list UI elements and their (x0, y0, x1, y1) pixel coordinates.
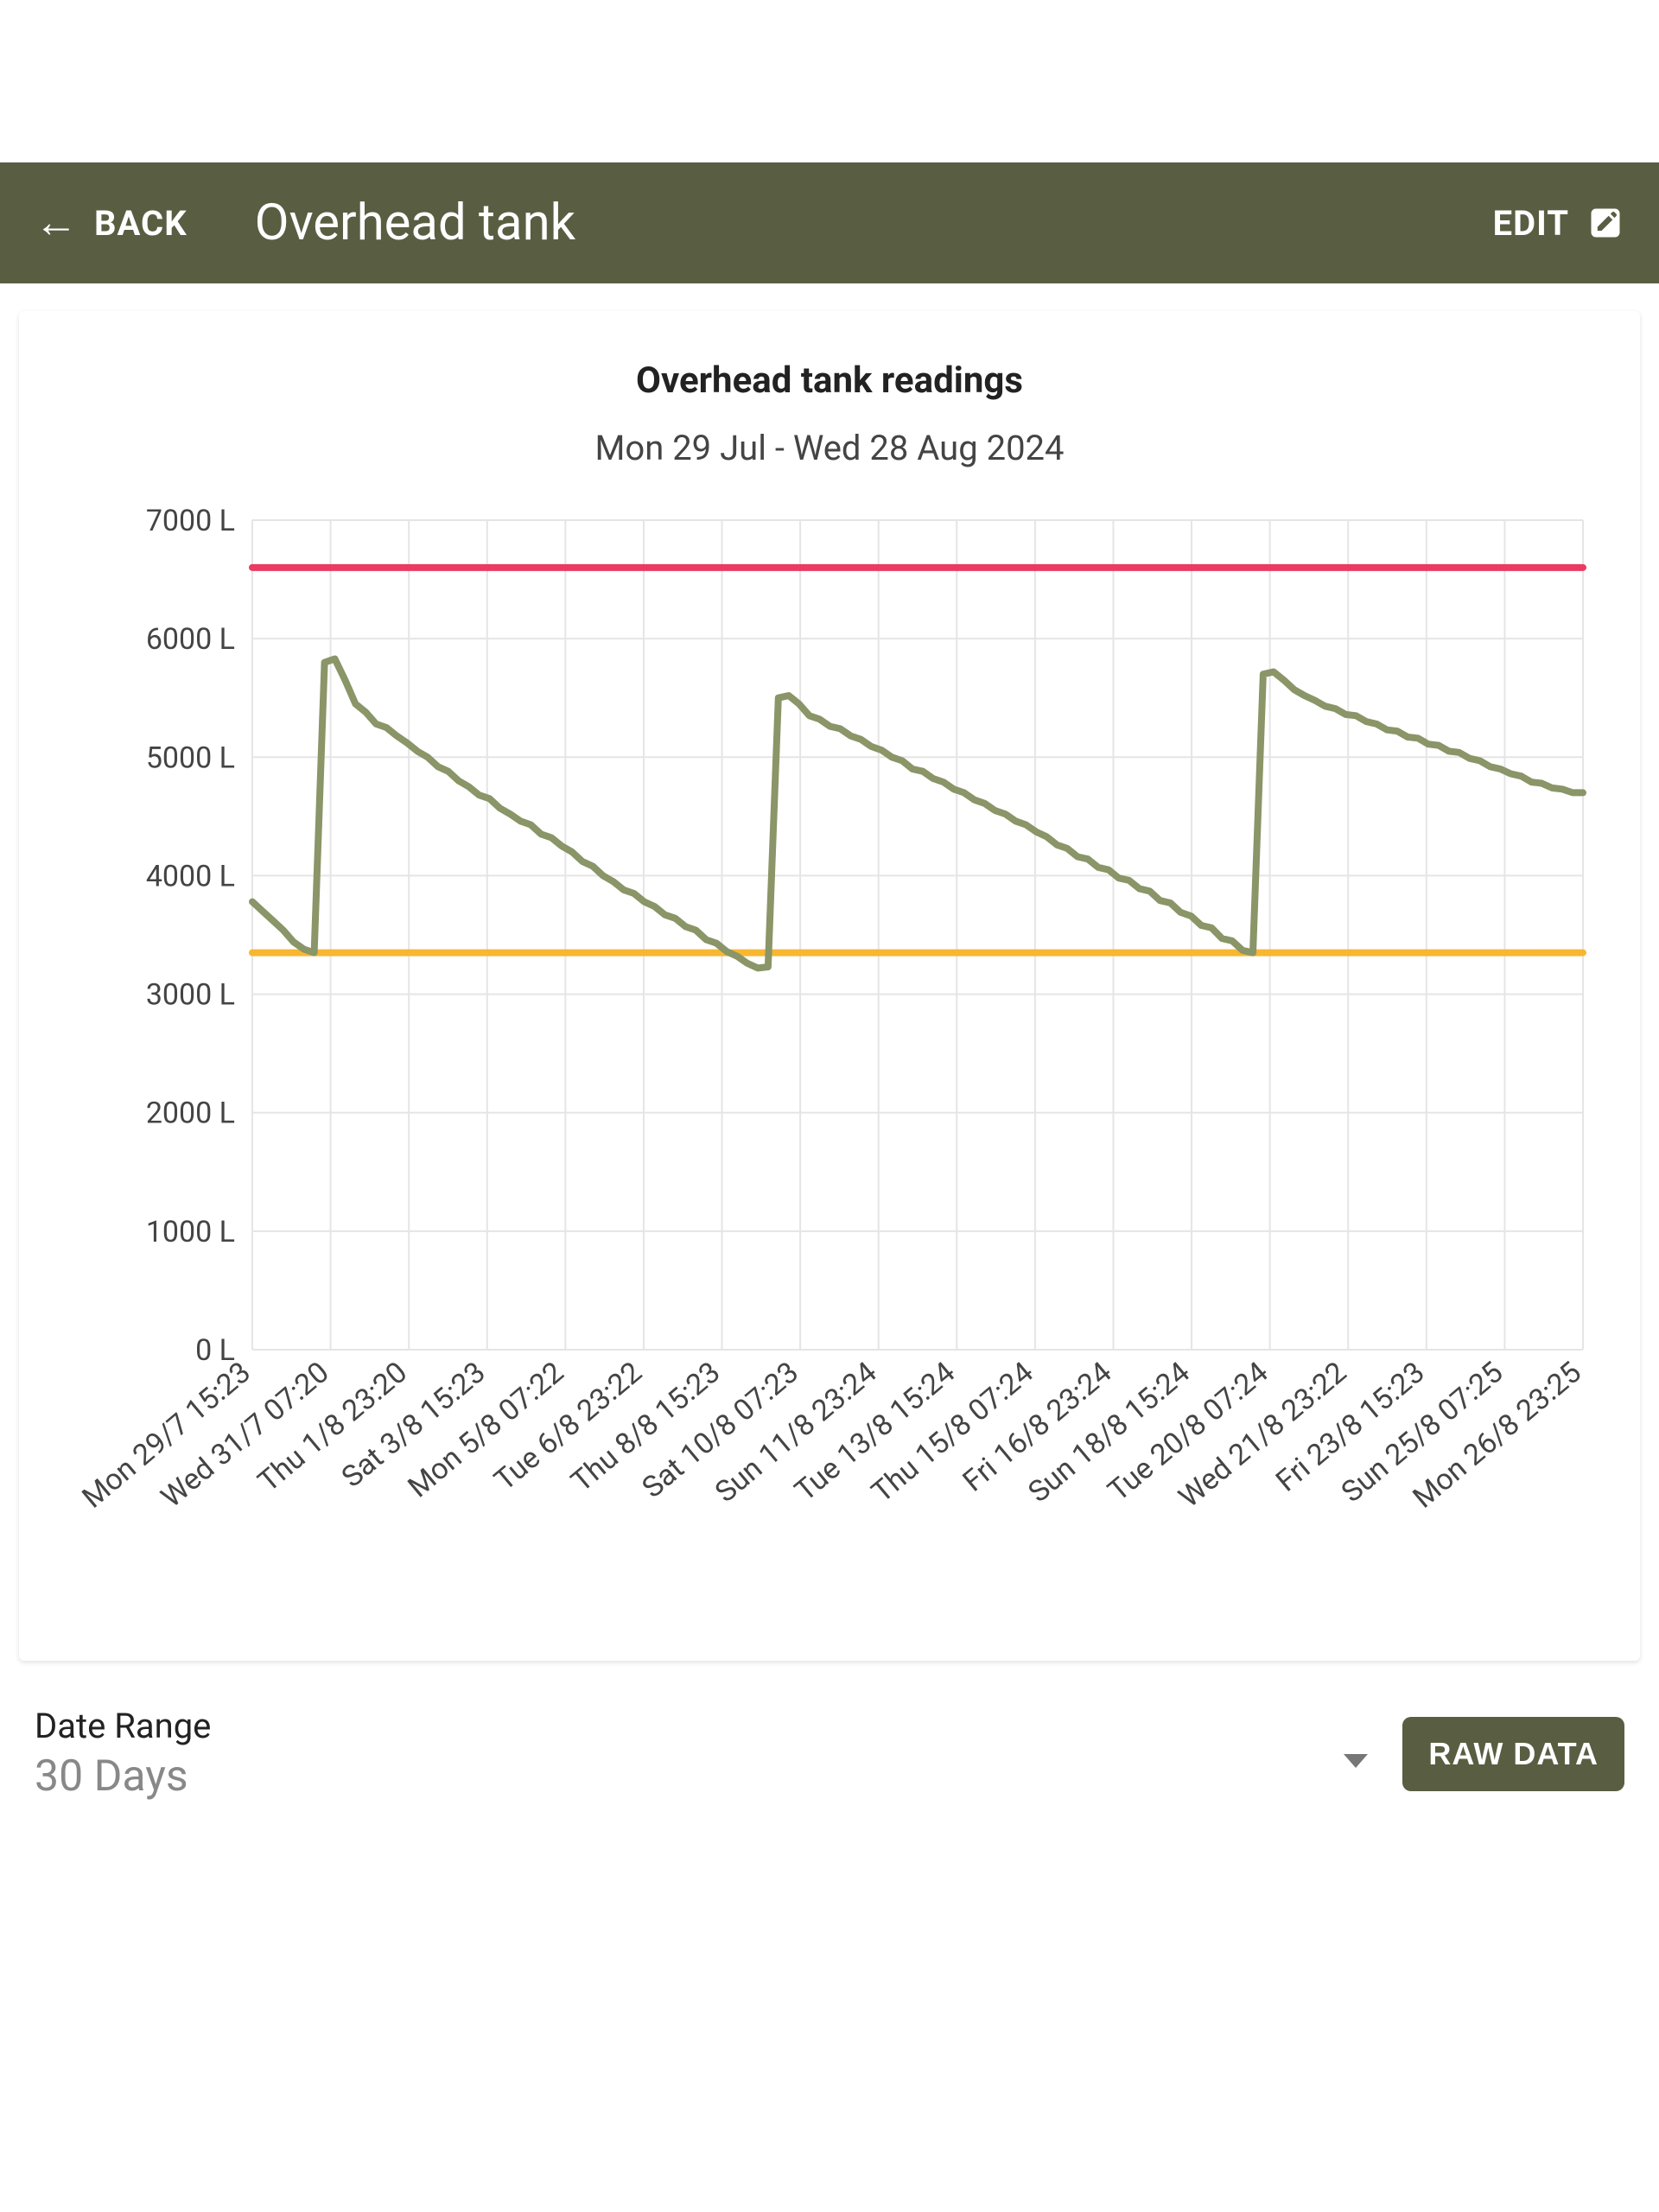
arrow-left-icon: ← (35, 201, 79, 245)
edit-label: EDIT (1493, 203, 1569, 244)
svg-text:3000 L: 3000 L (146, 978, 235, 1013)
chart-title: Overhead tank readings (54, 359, 1605, 402)
app-header: ← BACK Overhead tank EDIT (0, 162, 1659, 283)
svg-text:4000 L: 4000 L (146, 859, 235, 893)
back-label: BACK (94, 203, 188, 244)
date-range-dropdown[interactable]: Date Range 30 Days (35, 1706, 1376, 1802)
svg-text:5000 L: 5000 L (146, 741, 235, 775)
edit-icon (1586, 204, 1624, 242)
svg-text:7000 L: 7000 L (146, 504, 235, 538)
footer-controls: Date Range 30 Days RAW DATA (0, 1661, 1659, 1802)
svg-text:6000 L: 6000 L (146, 622, 235, 657)
chevron-down-icon (1344, 1754, 1368, 1768)
raw-data-button[interactable]: RAW DATA (1402, 1717, 1624, 1791)
svg-text:1000 L: 1000 L (146, 1215, 235, 1249)
date-range-label: Date Range (35, 1706, 1376, 1746)
top-spacer (0, 0, 1659, 162)
chart-area: 0 L1000 L2000 L3000 L4000 L5000 L6000 L7… (54, 494, 1605, 1626)
line-chart: 0 L1000 L2000 L3000 L4000 L5000 L6000 L7… (54, 494, 1609, 1626)
chart-card: Overhead tank readings Mon 29 Jul - Wed … (19, 311, 1640, 1661)
date-range-value: 30 Days (35, 1751, 1376, 1802)
back-button[interactable]: ← BACK (35, 201, 188, 245)
svg-text:2000 L: 2000 L (146, 1096, 235, 1131)
page-title: Overhead tank (255, 194, 575, 252)
chart-subtitle: Mon 29 Jul - Wed 28 Aug 2024 (54, 428, 1605, 468)
edit-button[interactable]: EDIT (1493, 203, 1624, 244)
